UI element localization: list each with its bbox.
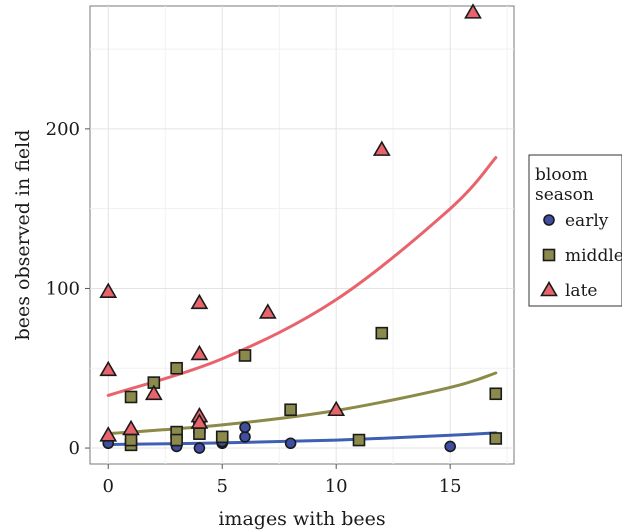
point-middle	[124, 390, 138, 404]
axis-ticks: 0 5 10 15 0 100 200	[46, 119, 462, 497]
point-early	[239, 431, 251, 443]
legend-keys	[540, 214, 558, 297]
point-middle	[284, 403, 297, 417]
legend-label-late: late	[565, 281, 597, 301]
point-middle	[238, 349, 252, 362]
point-middle	[489, 432, 503, 445]
point-early	[193, 442, 206, 454]
point-middle	[489, 387, 503, 401]
y-tick-label: 200	[46, 119, 80, 140]
y-axis-label: bees observed in field	[12, 130, 34, 341]
x-tick-label: 0	[103, 476, 114, 497]
legend-box	[528, 154, 622, 307]
point-middle	[124, 433, 138, 447]
point-early	[239, 421, 251, 434]
point-middle	[215, 430, 229, 444]
point-late	[372, 140, 391, 156]
point-late	[99, 360, 118, 377]
point-late	[122, 419, 140, 436]
legend-key-early	[543, 214, 555, 226]
point-late	[190, 413, 209, 429]
point-early	[444, 440, 456, 453]
point-late	[258, 303, 277, 319]
point-late	[190, 293, 209, 310]
grid-lines	[90, 6, 514, 464]
x-tick-label: 15	[439, 476, 462, 497]
point-middle	[375, 326, 389, 340]
point-late	[99, 282, 118, 298]
legend-label-early: early	[565, 211, 609, 231]
x-tick-label: 10	[325, 476, 348, 497]
point-middle	[170, 433, 183, 447]
point-middle	[170, 361, 183, 375]
y-tick-label: 0	[69, 438, 80, 459]
legend-label-middle: middle	[565, 246, 622, 266]
point-middle	[352, 433, 366, 447]
point-middle	[193, 427, 206, 440]
x-axis-label: images with bees	[218, 508, 385, 530]
point-late	[190, 344, 209, 361]
legend-key-middle	[542, 248, 556, 262]
point-late	[464, 3, 482, 19]
point-late	[99, 426, 118, 442]
fit-curve-late	[106, 156, 498, 397]
y-tick-label: 100	[46, 278, 80, 299]
point-late	[144, 384, 163, 401]
legend-key-late	[540, 280, 558, 297]
legend-title-line-2: season	[535, 185, 594, 205]
data-points	[99, 3, 503, 454]
point-late	[327, 400, 346, 417]
legend-title-line-1: bloom	[535, 165, 588, 185]
x-tick-label: 5	[216, 476, 227, 497]
point-early	[284, 437, 297, 450]
legend: bloom season early middle late	[528, 154, 622, 307]
